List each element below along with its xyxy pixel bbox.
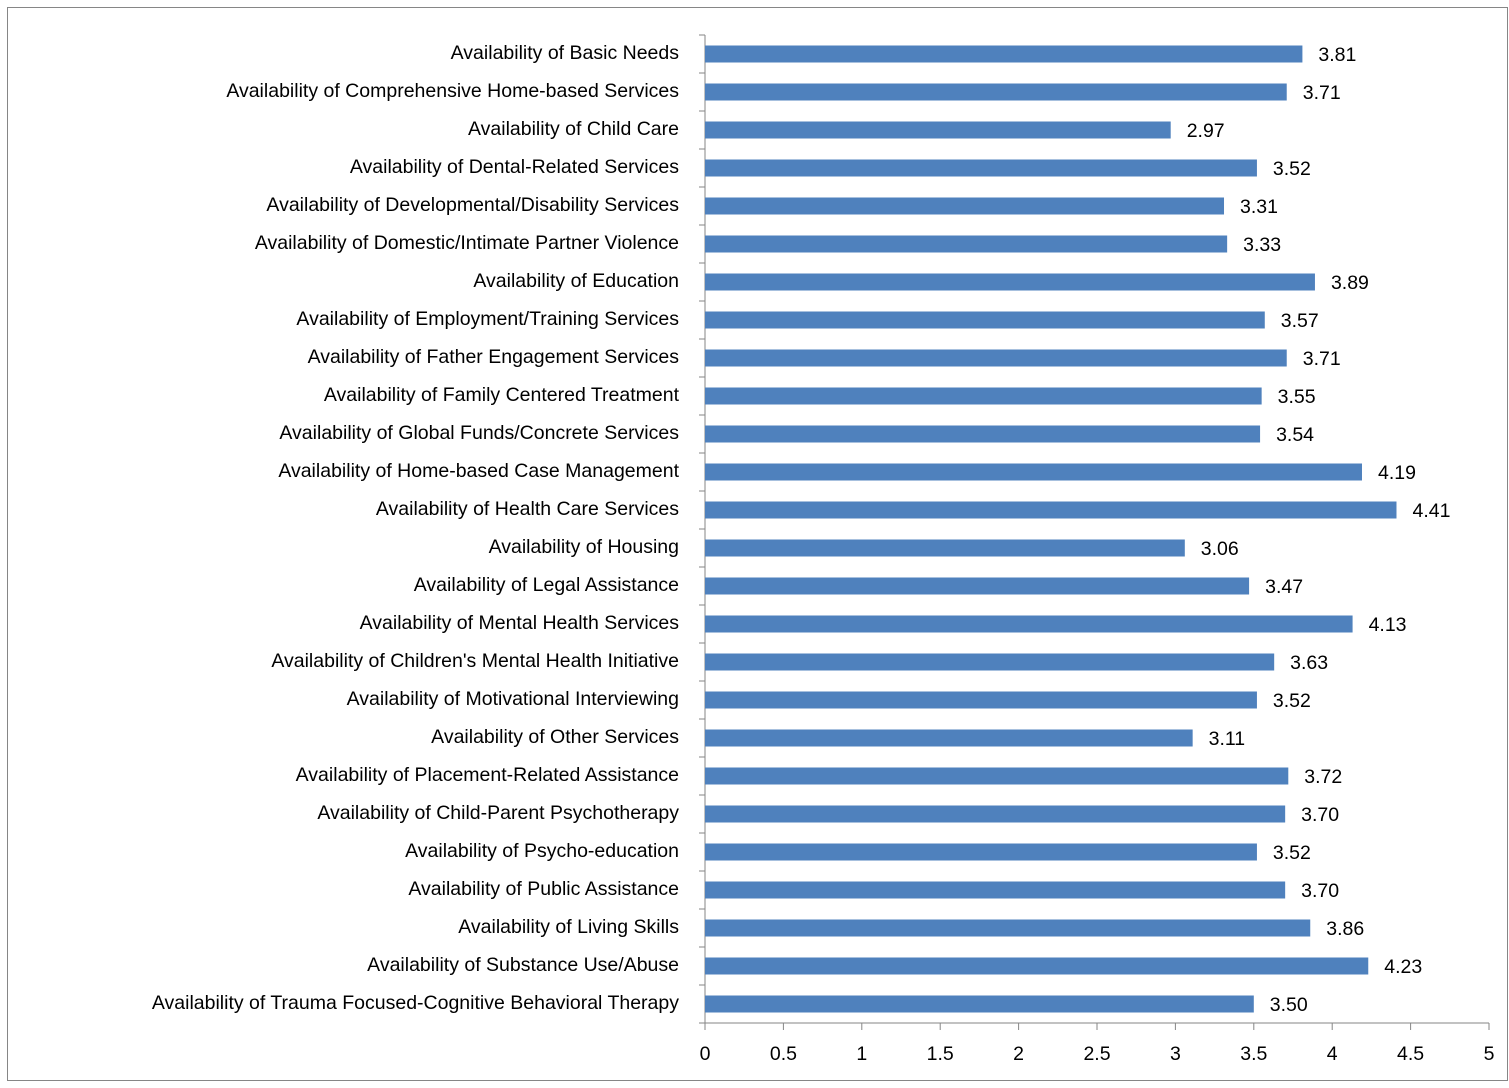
- x-tick-label: 0: [700, 1043, 711, 1065]
- y-tick-label: Availability of Legal Assistance: [414, 574, 679, 596]
- value-label: 4.13: [1369, 614, 1407, 636]
- y-tick-label: Availability of Children's Mental Health…: [271, 650, 679, 672]
- x-tick-label: 1: [856, 1043, 867, 1065]
- value-label: 3.89: [1331, 272, 1369, 294]
- x-tick-label: 2.5: [1083, 1043, 1110, 1065]
- bar: [705, 121, 1171, 139]
- y-tick-label: Availability of Family Centered Treatmen…: [324, 384, 680, 406]
- x-tick-label: 4.5: [1397, 1043, 1424, 1065]
- y-tick-label: Availability of Living Skills: [458, 916, 679, 938]
- bar: [705, 881, 1286, 899]
- value-label: 3.55: [1278, 386, 1316, 408]
- value-label: 3.50: [1270, 994, 1308, 1016]
- bar: [705, 615, 1353, 633]
- y-tick-label: Availability of Placement-Related Assist…: [296, 764, 679, 786]
- chart-border: [7, 7, 1508, 1081]
- bar: [705, 425, 1261, 443]
- y-tick-label: Availability of Basic Needs: [451, 42, 680, 64]
- y-tick-label: Availability of Child Care: [468, 118, 679, 140]
- bar: [705, 843, 1257, 861]
- y-tick-label: Availability of Housing: [489, 536, 679, 558]
- value-label: 3.70: [1301, 804, 1339, 826]
- value-label: 3.11: [1209, 728, 1246, 750]
- y-tick-label: Availability of Trauma Focused-Cognitive…: [152, 992, 679, 1014]
- value-label: 3.57: [1281, 310, 1319, 332]
- x-tick-label: 3: [1170, 1043, 1181, 1065]
- y-tick-label: Availability of Comprehensive Home-based…: [226, 80, 679, 102]
- bar: [705, 197, 1225, 215]
- y-tick-label: Availability of Substance Use/Abuse: [367, 954, 679, 976]
- x-tick-label: 4: [1327, 1043, 1338, 1065]
- bar: [705, 387, 1262, 405]
- bar: [705, 311, 1265, 329]
- bar: [705, 539, 1185, 557]
- bar: [705, 767, 1289, 785]
- value-label: 3.71: [1303, 82, 1341, 104]
- y-tick-label: Availability of Education: [473, 270, 679, 292]
- value-label: 3.63: [1290, 652, 1328, 674]
- y-tick-label: Availability of Global Funds/Concrete Se…: [279, 422, 679, 444]
- value-label: 3.52: [1273, 158, 1311, 180]
- bar: [705, 349, 1287, 367]
- bar: [705, 691, 1257, 709]
- value-label: 3.70: [1301, 880, 1339, 902]
- y-tick-label: Availability of Employment/Training Serv…: [296, 308, 679, 330]
- y-tick-label: Availability of Child-Parent Psychothera…: [317, 802, 679, 824]
- value-label: 4.41: [1412, 500, 1450, 522]
- bar: [705, 653, 1275, 671]
- value-label: 3.52: [1273, 690, 1311, 712]
- y-tick-label: Availability of Father Engagement Servic…: [308, 346, 680, 368]
- value-label: 3.54: [1276, 424, 1314, 446]
- bar: [705, 273, 1315, 291]
- bar: [705, 463, 1362, 481]
- x-tick-label: 0.5: [770, 1043, 797, 1065]
- value-label: 3.33: [1243, 234, 1281, 256]
- bar: [705, 235, 1228, 253]
- value-label: 3.86: [1326, 918, 1364, 940]
- bar: [705, 159, 1257, 177]
- bar: [705, 919, 1311, 937]
- y-tick-label: Availability of Mental Health Services: [360, 612, 680, 634]
- x-tick-label: 1.5: [927, 1043, 954, 1065]
- bar: [705, 957, 1369, 975]
- y-tick-label: Availability of Home-based Case Manageme…: [278, 460, 679, 482]
- value-label: 3.31: [1240, 196, 1278, 218]
- value-label: 3.81: [1318, 44, 1356, 66]
- value-label: 3.72: [1304, 766, 1342, 788]
- bar: [705, 577, 1250, 595]
- bar: [705, 805, 1286, 823]
- y-tick-label: Availability of Psycho-education: [405, 840, 679, 862]
- y-tick-label: Availability of Other Services: [431, 726, 679, 748]
- y-tick-label: Availability of Developmental/Disability…: [266, 194, 679, 216]
- x-tick-label: 5: [1484, 1043, 1495, 1065]
- value-label: 3.47: [1265, 576, 1303, 598]
- bar: [705, 83, 1287, 101]
- y-tick-label: Availability of Motivational Interviewin…: [347, 688, 679, 710]
- value-label: 3.71: [1303, 348, 1341, 370]
- y-tick-label: Availability of Domestic/Intimate Partne…: [255, 232, 679, 254]
- value-label: 4.23: [1384, 956, 1422, 978]
- y-tick-label: Availability of Dental-Related Services: [350, 156, 679, 178]
- bar: [705, 501, 1397, 519]
- value-label: 2.97: [1187, 120, 1225, 142]
- y-tick-label: Availability of Health Care Services: [376, 498, 679, 520]
- value-label: 3.06: [1201, 538, 1239, 560]
- value-label: 3.52: [1273, 842, 1311, 864]
- bar: [705, 45, 1303, 63]
- x-tick-label: 2: [1013, 1043, 1024, 1065]
- bar: [705, 995, 1254, 1013]
- x-tick-label: 3.5: [1240, 1043, 1267, 1065]
- value-label: 4.19: [1378, 462, 1416, 484]
- bar: [705, 729, 1193, 747]
- y-tick-label: Availability of Public Assistance: [408, 878, 679, 900]
